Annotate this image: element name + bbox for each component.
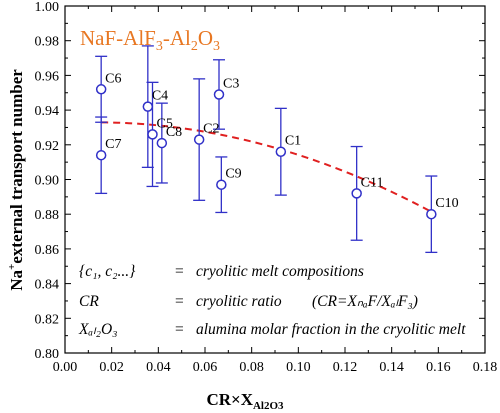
chart-title-part: -Al bbox=[163, 26, 191, 50]
x-tick-label: 0.04 bbox=[146, 360, 171, 375]
x-tick-label: 0.06 bbox=[193, 360, 218, 375]
point-label: C10 bbox=[435, 196, 458, 211]
y-tick-label: 0.92 bbox=[35, 139, 60, 154]
point-label: C8 bbox=[166, 125, 182, 140]
annotation-lhs-2: Xₐₗ₂O₃ bbox=[78, 321, 118, 338]
x-tick-label: 0.12 bbox=[333, 360, 358, 375]
chart-title-part: O bbox=[198, 26, 213, 50]
point-label: C5 bbox=[157, 116, 173, 131]
data-point bbox=[95, 84, 107, 95]
x-tick-label: 0.18 bbox=[473, 360, 498, 375]
chart-title-subscript: 2 bbox=[191, 39, 198, 54]
x-axis-title-sub: Al2O3 bbox=[253, 400, 284, 412]
chart-title: NaF-AlF3-Al2O3 bbox=[80, 26, 220, 54]
y-tick-label: 0.86 bbox=[35, 243, 60, 258]
error-bars bbox=[95, 45, 438, 254]
data-point bbox=[142, 101, 154, 112]
data-points bbox=[95, 84, 437, 220]
y-tick-label: 0.98 bbox=[35, 35, 60, 50]
y-axis-title-main: external transport number bbox=[7, 69, 26, 264]
data-point bbox=[213, 89, 225, 100]
y-tick-label: 0.90 bbox=[35, 174, 60, 189]
x-tick-label: 0.10 bbox=[286, 360, 311, 375]
point-label: C9 bbox=[225, 167, 241, 182]
chart-title-subscript: 3 bbox=[156, 39, 163, 54]
x-tick-label: 0.08 bbox=[239, 360, 264, 375]
data-point bbox=[147, 129, 158, 140]
y-tick-label: 0.82 bbox=[35, 312, 60, 327]
axis-ticks bbox=[64, 5, 486, 354]
point-label: C1 bbox=[285, 134, 301, 149]
chart-title-subscript: 3 bbox=[213, 39, 220, 54]
point-label: C7 bbox=[105, 137, 121, 152]
annotation-eq-0: = bbox=[174, 263, 184, 280]
point-label: C2 bbox=[203, 122, 219, 137]
data-point bbox=[351, 188, 362, 199]
y-tick-label: 1.00 bbox=[35, 0, 60, 15]
y-tick-labels: 0.80 0.82 0.84 0.86 0.88 0.90 0.92 0.94 0.96 0.98… bbox=[35, 0, 60, 362]
y-tick-label: 0.94 bbox=[35, 104, 60, 119]
x-tick-labels: 0.00 0.02 0.04 0.06 0.08 0.10 0.12 0.14 0.16 0.18 bbox=[53, 360, 498, 375]
annotation-block: {c₁, c₂...} = cryolitic melt composition… bbox=[78, 263, 466, 338]
point-label: C6 bbox=[105, 71, 121, 86]
annotation-rhs-0: cryolitic melt compositions bbox=[196, 263, 364, 280]
data-point bbox=[426, 208, 437, 220]
y-tick-label: 0.96 bbox=[35, 69, 60, 84]
y-tick-label: 0.80 bbox=[35, 347, 60, 362]
data-point bbox=[275, 146, 287, 157]
x-tick-label: 0.14 bbox=[379, 360, 404, 375]
x-tick-label: 0.00 bbox=[53, 360, 78, 375]
y-tick-label: 0.88 bbox=[35, 208, 60, 223]
x-axis-title: CR×XAl2O3 bbox=[206, 390, 284, 412]
annotation-rhs-1: cryolitic ratio bbox=[196, 293, 282, 310]
x-axis-title-main: CR×X bbox=[206, 390, 253, 409]
annotation-eq-2: = bbox=[174, 321, 184, 338]
x-tick-label: 0.16 bbox=[426, 360, 451, 375]
point-label: C11 bbox=[361, 175, 384, 190]
data-point bbox=[95, 149, 107, 161]
data-point bbox=[193, 134, 205, 145]
chart-title-part: NaF-AlF bbox=[80, 26, 156, 50]
point-label: C4 bbox=[152, 89, 168, 104]
annotation-rhs-2: alumina molar fraction in the cryolitic … bbox=[196, 321, 466, 338]
y-axis-title-sup: + bbox=[6, 264, 18, 270]
fit-curve bbox=[101, 121, 436, 215]
y-axis-title: Na+external transport number bbox=[6, 69, 26, 291]
annotation-lhs-0: {c₁, c₂...} bbox=[79, 263, 136, 280]
data-point bbox=[156, 137, 168, 149]
y-tick-label: 0.84 bbox=[35, 278, 60, 293]
annotation-eq-1: = bbox=[174, 293, 184, 310]
annotation-extra-1: (CR=XₙₐF/XₐₗF₃) bbox=[312, 293, 418, 310]
annotation-lhs-1: CR bbox=[79, 293, 99, 310]
data-point bbox=[216, 179, 227, 190]
point-label: C3 bbox=[223, 76, 239, 91]
y-axis-title-prefix: Na bbox=[7, 270, 26, 291]
x-tick-label: 0.02 bbox=[99, 360, 124, 375]
